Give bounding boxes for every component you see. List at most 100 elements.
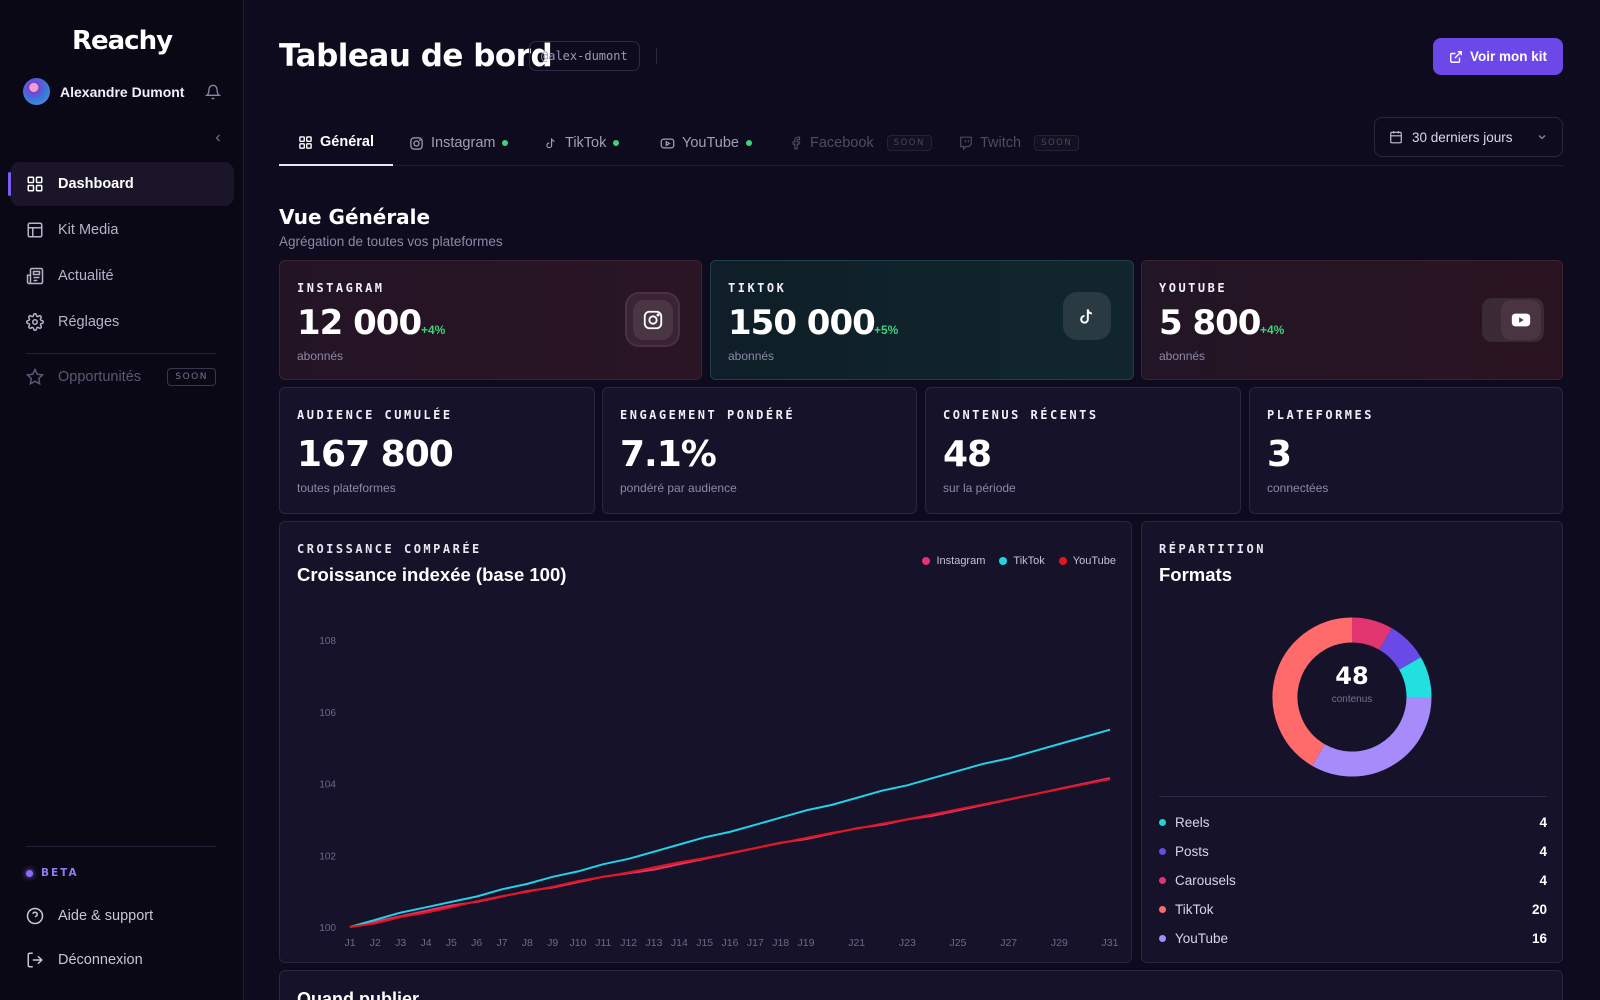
legend-dot (1159, 819, 1166, 826)
legend-dot (1159, 877, 1166, 884)
legend-item[interactable]: YouTube (1058, 555, 1116, 567)
x-tick-label: J10 (570, 937, 587, 949)
logout-icon (26, 951, 44, 969)
card-label: CONTENUS RÉCENTS (943, 408, 1099, 422)
y-tick-label: 106 (319, 708, 336, 719)
divider (26, 353, 216, 354)
divider (26, 846, 216, 847)
card-label: AUDIENCE CUMULÉE (297, 408, 453, 422)
soon-badge: SOON (167, 368, 216, 386)
formats-donut-chart[interactable] (1142, 607, 1562, 787)
user-profile[interactable]: Alexandre Dumont (23, 78, 222, 105)
tab-instagram[interactable]: Instagram (409, 120, 509, 166)
donut-slice-tiktok[interactable] (1272, 617, 1353, 766)
donut-slice-youtube[interactable] (1312, 696, 1432, 777)
sidebar-item-label: Opportunités (58, 369, 142, 385)
when-to-post-card: Quand publier (279, 970, 1563, 1000)
growth-line-chart[interactable]: 100 102 104 106 108 J1 J2 J3 J4 J5 J6 J7 J8 J9 J10 J11 J… (280, 592, 1131, 962)
card-value: 48 (943, 434, 992, 475)
tab-label: Twitch (980, 135, 1022, 151)
x-tick-label: J17 (747, 937, 764, 949)
divider (1159, 796, 1547, 797)
donut-slice-posts[interactable] (1378, 628, 1421, 671)
card-delta: +4% (421, 323, 446, 337)
youtube-card[interactable]: YOUTUBE 5 800 +4% abonnés (1141, 260, 1563, 380)
card-label: TIKTOK (728, 281, 787, 295)
y-tick-label: 104 (319, 780, 336, 791)
format-row: TikTok 20 (1159, 902, 1547, 917)
chart-title: Croissance indexée (base 100) (297, 564, 567, 585)
tiktok-card[interactable]: TIKTOK 150 000 +5% abonnés (710, 260, 1134, 380)
external-link-icon (1450, 50, 1462, 63)
x-tick-label: J27 (1000, 937, 1017, 949)
x-tick-label: J11 (595, 937, 611, 949)
card-sub: sur la période (943, 481, 1016, 495)
sidebar-item-label: Kit Media (58, 222, 119, 238)
avatar[interactable] (23, 78, 50, 105)
card-delta: +4% (1260, 323, 1285, 337)
help-link[interactable]: Aide & support (26, 907, 153, 925)
logout-label: Déconnexion (58, 952, 143, 968)
sidebar-item-label: Actualité (58, 268, 114, 284)
grid-icon (299, 135, 312, 149)
series-line-tiktok (349, 728, 1111, 928)
donut-slice-reels[interactable] (1398, 657, 1432, 698)
x-tick-label: J5 (446, 937, 457, 949)
main-content: Tableau de bord @alex-dumont Voir mon ki… (244, 0, 1600, 1000)
sidebar-item-label: Réglages (58, 314, 120, 330)
tab-tiktok[interactable]: TikTok (544, 120, 620, 166)
view-kit-label: Voir mon kit (1469, 49, 1547, 64)
card-value: 12 000 (297, 303, 422, 343)
legend-item[interactable]: Instagram (922, 555, 985, 567)
x-tick-label: J3 (395, 937, 406, 949)
collapse-sidebar-icon[interactable] (212, 132, 224, 147)
x-tick-label: J29 (1051, 937, 1068, 949)
section-subtitle: Agrégation de toutes vos plateformes (279, 234, 503, 249)
tab-label: TikTok (565, 135, 607, 151)
card-sub: pondéré par audience (620, 481, 737, 495)
sidebar-item-reglages[interactable]: Réglages (10, 300, 234, 344)
legend-dot (1159, 935, 1166, 942)
format-value: 4 (1539, 873, 1547, 888)
sidebar: Reachy Alexandre Dumont Dashboard Kit Me… (0, 0, 244, 1000)
x-tick-label: J16 (722, 937, 739, 949)
x-tick-label: J2 (370, 937, 381, 949)
card-sub: abonnés (297, 349, 344, 363)
chart-label: CROISSANCE COMPARÉE (297, 542, 482, 556)
section-title: Vue Générale (279, 205, 431, 229)
tab-label: Facebook (810, 135, 874, 151)
stat-card-plateformes: PLATEFORMES 3 connectées (1249, 387, 1563, 514)
y-tick-label: 108 (319, 636, 336, 647)
format-value: 20 (1531, 902, 1547, 917)
tab-label: YouTube (682, 135, 739, 151)
card-label: YOUTUBE (1159, 281, 1228, 295)
logout-link[interactable]: Déconnexion (26, 951, 143, 969)
card-value: 7.1% (620, 434, 717, 475)
app-logo[interactable]: Reachy (71, 26, 173, 56)
donut-slice-carousels[interactable] (1351, 617, 1392, 651)
x-tick-label: J25 (950, 937, 967, 949)
grid-icon (26, 175, 44, 193)
instagram-card[interactable]: INSTAGRAM 12 000 +4% abonnés (279, 260, 702, 380)
tab-label: Général (320, 134, 374, 150)
sidebar-item-dashboard[interactable]: Dashboard (8, 162, 234, 206)
tab-youtube[interactable]: YouTube (660, 120, 752, 166)
format-row: Carousels 4 (1159, 873, 1547, 888)
view-kit-button[interactable]: Voir mon kit (1433, 38, 1563, 75)
sidebar-item-actualite[interactable]: Actualité (10, 254, 234, 298)
instagram-icon (410, 136, 423, 150)
user-name: Alexandre Dumont (60, 83, 185, 100)
tab-general[interactable]: Général (279, 120, 393, 166)
date-range-select[interactable]: 30 derniers jours (1374, 117, 1563, 157)
card-title: Quand publier (297, 989, 420, 1000)
bell-icon[interactable] (204, 84, 222, 100)
stat-card-engagement: ENGAGEMENT PONDÉRÉ 7.1% pondéré par audi… (602, 387, 917, 514)
star-icon (26, 368, 44, 386)
legend-item[interactable]: TikTok (999, 555, 1045, 567)
handle-badge: @alex-dumont (529, 41, 640, 71)
x-tick-label: J19 (798, 937, 815, 949)
sidebar-item-kit-media[interactable]: Kit Media (10, 208, 234, 252)
format-row: Posts 4 (1159, 844, 1547, 859)
chart-label: RÉPARTITION (1159, 542, 1266, 556)
chart-legend: Instagram TikTok YouTube (922, 555, 1116, 567)
